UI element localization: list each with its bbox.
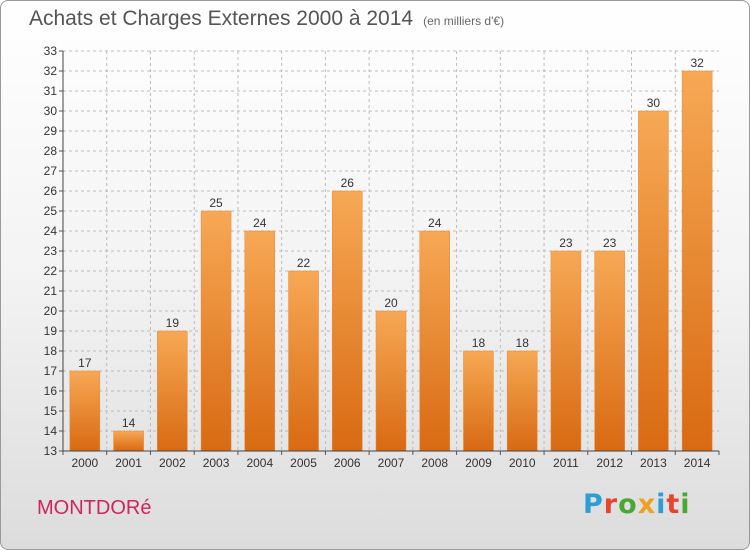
bar — [550, 250, 582, 452]
x-tick-label: 2000 — [72, 456, 99, 470]
x-tick-label: 2010 — [509, 456, 536, 470]
y-tick-label: 16 — [44, 384, 58, 398]
y-tick-label: 31 — [44, 84, 58, 98]
y-tick-label: 18 — [44, 344, 58, 358]
y-tick-label: 33 — [44, 44, 58, 58]
bar — [681, 70, 713, 452]
chart-title: Achats et Charges Externes 2000 à 2014 (e… — [29, 7, 504, 31]
bar — [594, 250, 625, 452]
data-label: 24 — [253, 216, 267, 230]
y-tick-label: 30 — [44, 104, 58, 118]
y-tick-label: 14 — [44, 424, 58, 438]
bar — [244, 230, 276, 452]
y-tick-label: 22 — [44, 264, 58, 278]
data-label: 30 — [647, 96, 661, 110]
y-tick-label: 19 — [44, 324, 58, 338]
data-label: 18 — [516, 336, 530, 350]
x-tick-label: 2008 — [421, 456, 448, 470]
bar — [506, 350, 538, 452]
data-label: 26 — [341, 176, 355, 190]
tick-labels: 13 14 15 16 17 18 19 20 21 22 23 24 25 26 27 28 29 30 31 32… — [44, 44, 711, 470]
commune-name: MONTDORé — [37, 497, 152, 519]
data-label: 32 — [690, 56, 704, 70]
x-tick-label: 2012 — [596, 456, 623, 470]
data-label: 23 — [603, 236, 617, 250]
bar — [638, 110, 669, 452]
logo-letter: P — [583, 489, 604, 520]
y-tick-label: 27 — [44, 164, 58, 178]
x-tick-label: 2003 — [203, 456, 230, 470]
y-tick-label: 13 — [44, 444, 58, 458]
data-label: 18 — [472, 336, 486, 350]
logo-letter: t — [666, 489, 681, 520]
bar — [157, 330, 188, 452]
logo-letter: x — [637, 489, 657, 520]
x-tick-label: 2002 — [159, 456, 186, 470]
x-tick-label: 2014 — [684, 456, 711, 470]
x-tick-label: 2013 — [640, 456, 667, 470]
data-label: 23 — [559, 236, 573, 250]
data-label: 17 — [78, 356, 92, 370]
data-label: 24 — [428, 216, 442, 230]
y-tick-label: 20 — [44, 304, 58, 318]
y-tick-label: 29 — [44, 124, 58, 138]
x-tick-label: 2004 — [246, 456, 273, 470]
y-tick-label: 15 — [44, 404, 58, 418]
bars — [69, 70, 713, 452]
data-label: 14 — [122, 416, 136, 430]
bar — [375, 310, 407, 452]
y-tick-label: 25 — [44, 204, 58, 218]
logo-letter: i — [656, 489, 667, 520]
y-tick-label: 26 — [44, 184, 58, 198]
bar — [419, 230, 450, 452]
x-tick-label: 2009 — [465, 456, 492, 470]
x-tick-label: 2007 — [378, 456, 405, 470]
bar — [113, 430, 144, 452]
y-tick-label: 23 — [44, 244, 58, 258]
title-text: Achats et Charges Externes 2000 à 2014 — [29, 7, 414, 30]
x-tick-label: 2006 — [334, 456, 361, 470]
bar — [463, 350, 494, 452]
logo-letter: o — [618, 489, 638, 520]
bar — [288, 270, 319, 452]
logo-letter: r — [603, 489, 619, 520]
data-label: 19 — [166, 316, 180, 330]
axes — [59, 50, 720, 455]
y-tick-label: 28 — [44, 144, 58, 158]
data-label: 20 — [384, 296, 398, 310]
bar — [332, 190, 363, 452]
x-tick-label: 2011 — [553, 456, 579, 470]
bar — [200, 210, 232, 452]
proxiti-logo: Proxiti — [583, 489, 691, 520]
data-label: 25 — [209, 196, 223, 210]
x-tick-label: 2005 — [290, 456, 317, 470]
bar — [69, 370, 101, 452]
unit-subtitle: (en milliers d'€) — [423, 14, 505, 28]
y-tick-label: 24 — [44, 224, 58, 238]
logo-letter: i — [680, 489, 691, 520]
x-tick-label: 2001 — [115, 456, 142, 470]
y-tick-label: 17 — [44, 364, 58, 378]
data-label: 22 — [297, 256, 311, 270]
y-tick-label: 21 — [44, 284, 58, 298]
y-tick-label: 32 — [44, 64, 58, 78]
